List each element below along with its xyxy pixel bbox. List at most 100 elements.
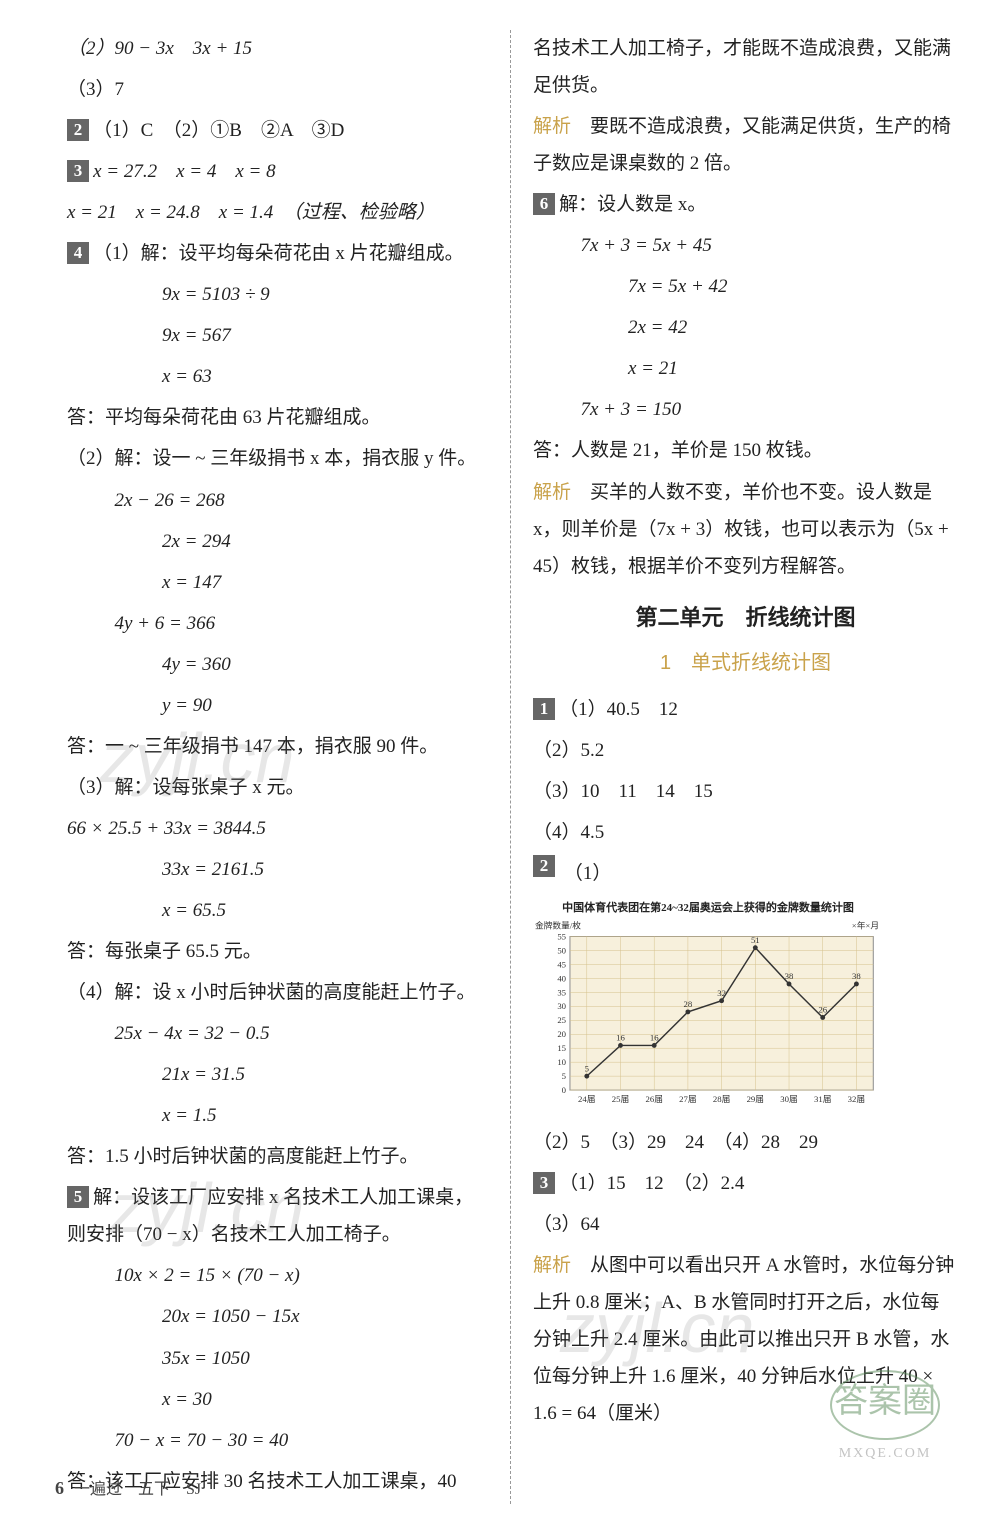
text: 名技术工人加工椅子，才能既不造成浪费，又能满足供货。 [533, 30, 958, 104]
svg-text:10: 10 [557, 1057, 566, 1067]
eq: y = 90 [67, 687, 492, 724]
page-number: 6 [55, 1478, 64, 1498]
eq: 9x = 5103 ÷ 9 [67, 276, 492, 313]
eq: x = 30 [67, 1381, 492, 1418]
eq: x = 65.5 [67, 892, 492, 929]
text: （1）15 12 （2）2.4 [559, 1173, 744, 1194]
text: （3）解：设每张桌子 x 元。 [67, 769, 492, 806]
text: （1） [564, 863, 612, 884]
eq: 25x − 4x = 32 − 0.5 [67, 1015, 492, 1052]
svg-text:40: 40 [557, 974, 566, 984]
eq: x = 63 [67, 358, 492, 395]
text: 解：设该工厂应安排 x 名技术工人加工课桌，则安排（70 − x）名技术工人加工… [67, 1187, 473, 1245]
svg-text:×年×月: ×年×月 [852, 920, 879, 931]
analysis-label: 解析 [533, 116, 571, 137]
eq: 2x − 26 = 268 [67, 482, 492, 519]
text: （4）解：设 x 小时后钟状菌的高度能赶上竹子。 [67, 974, 492, 1011]
analysis-label: 解析 [533, 1255, 571, 1276]
analysis: 解析 买羊的人数不变，羊价也不变。设人数是 x，则羊价是（7x + 3）枚钱，也… [533, 474, 958, 585]
svg-text:27届: 27届 [679, 1094, 696, 1104]
qnum-icon: 4 [67, 242, 89, 264]
svg-text:15: 15 [557, 1043, 566, 1053]
analysis-label: 解析 [533, 482, 571, 503]
svg-text:24届: 24届 [578, 1094, 595, 1104]
svg-text:30届: 30届 [780, 1094, 797, 1104]
svg-text:38: 38 [785, 971, 794, 981]
eq: 9x = 567 [67, 317, 492, 354]
text: （1）40.5 12 [559, 699, 678, 720]
eq: 20x = 1050 − 15x [67, 1298, 492, 1335]
svg-text:32: 32 [717, 988, 726, 998]
text: 解：设人数是 x。 [559, 194, 706, 215]
text: （4）4.5 [533, 814, 958, 851]
text: 2（1）C （2）①B ②A ③D [67, 112, 492, 149]
svg-text:30: 30 [557, 1001, 566, 1011]
svg-text:26: 26 [818, 1005, 827, 1015]
unit-title: 第二单元 折线统计图 [533, 597, 958, 640]
eq: 7x + 3 = 150 [533, 391, 958, 428]
svg-text:5: 5 [562, 1071, 567, 1081]
svg-text:38: 38 [852, 971, 861, 981]
eq: x = 147 [67, 564, 492, 601]
eq: 7x + 3 = 5x + 45 [533, 227, 958, 264]
svg-text:31届: 31届 [814, 1094, 831, 1104]
eq: 70 − x = 70 − 30 = 40 [67, 1422, 492, 1459]
text: （3）10 11 14 15 [533, 773, 958, 810]
text: 答：1.5 小时后钟状菌的高度能赶上竹子。 [67, 1138, 492, 1175]
text: 答：每张桌子 65.5 元。 [67, 933, 492, 970]
text: 1（1）40.5 12 [533, 691, 958, 728]
text: 买羊的人数不变，羊价也不变。设人数是 x，则羊价是（7x + 3）枚钱，也可以表… [533, 482, 949, 577]
text: 4（1）解：设平均每朵荷花由 x 片花瓣组成。 [67, 235, 492, 272]
page-footer: 6 一遍过 五下 SJ [55, 1471, 201, 1506]
right-column: 名技术工人加工椅子，才能既不造成浪费，又能满足供货。 解析 要既不造成浪费，又能… [511, 30, 970, 1504]
svg-text:51: 51 [751, 935, 760, 945]
footer-text: 一遍过 五下 SJ [74, 1481, 201, 1498]
text: 3（1）15 12 （2）2.4 [533, 1165, 958, 1202]
svg-text:35: 35 [557, 987, 566, 997]
svg-text:16: 16 [616, 1033, 625, 1043]
text: x = 21 x = 24.8 x = 1.4 （过程、检验略） [67, 194, 492, 231]
svg-text:25届: 25届 [612, 1094, 629, 1104]
text: （1）解：设平均每朵荷花由 x 片花瓣组成。 [93, 243, 464, 264]
text: （2）5.2 [533, 732, 958, 769]
svg-text:29届: 29届 [747, 1094, 764, 1104]
eq: 2x = 42 [533, 309, 958, 346]
text: 5解：设该工厂应安排 x 名技术工人加工课桌，则安排（70 − x）名技术工人加… [67, 1179, 492, 1253]
eq: 10x × 2 = 15 × (70 − x) [67, 1257, 492, 1294]
text: x = 27.2 x = 4 x = 8 [93, 161, 276, 182]
eq: x = 21 [533, 350, 958, 387]
text: （3）7 [67, 71, 492, 108]
text: （2）5 （3）29 24 （4）28 29 [533, 1124, 958, 1161]
text: 要既不造成浪费，又能满足供货，生产的椅子数应是课桌数的 2 倍。 [533, 116, 951, 174]
qnum-icon: 2 [533, 855, 555, 877]
qnum-icon: 2 [67, 119, 89, 141]
left-column: （2）90 − 3x 3x + 15 （3）7 2（1）C （2）①B ②A ③… [55, 30, 511, 1504]
svg-text:25: 25 [557, 1015, 566, 1025]
svg-text:5: 5 [585, 1063, 590, 1073]
svg-text:45: 45 [557, 960, 566, 970]
analysis: 解析 要既不造成浪费，又能满足供货，生产的椅子数应是课桌数的 2 倍。 [533, 108, 958, 182]
qnum-icon: 1 [533, 698, 555, 720]
text: （3）64 [533, 1206, 958, 1243]
chart-row: 2 （1） 中国体育代表团在第24~32届奥运会上获得的金牌数量统计图 0510… [533, 855, 958, 1120]
eq: 2x = 294 [67, 523, 492, 560]
svg-text:16: 16 [650, 1033, 659, 1043]
eq: 4y + 6 = 366 [67, 605, 492, 642]
qnum-icon: 5 [67, 1186, 89, 1208]
eq: 7x = 5x + 42 [533, 268, 958, 305]
svg-text:金牌数量/枚: 金牌数量/枚 [535, 920, 581, 931]
svg-text:28: 28 [684, 999, 693, 1009]
text: （2）90 − 3x 3x + 15 [67, 30, 492, 67]
chart-title: 中国体育代表团在第24~32届奥运会上获得的金牌数量统计图 [533, 898, 883, 919]
eq: 33x = 2161.5 [67, 851, 492, 888]
eq: 21x = 31.5 [67, 1056, 492, 1093]
eq: 4y = 360 [67, 646, 492, 683]
svg-text:50: 50 [557, 946, 566, 956]
text: 6解：设人数是 x。 [533, 186, 958, 223]
text: 答：一 ~ 三年级捐书 147 本，捐衣服 90 件。 [67, 728, 492, 765]
sub-title: 1 单式折线统计图 [533, 644, 958, 683]
text: （2）解：设一 ~ 三年级捐书 x 本，捐衣服 y 件。 [67, 440, 492, 477]
qnum-icon: 6 [533, 193, 555, 215]
svg-text:26届: 26届 [645, 1094, 662, 1104]
svg-text:32届: 32届 [848, 1094, 865, 1104]
